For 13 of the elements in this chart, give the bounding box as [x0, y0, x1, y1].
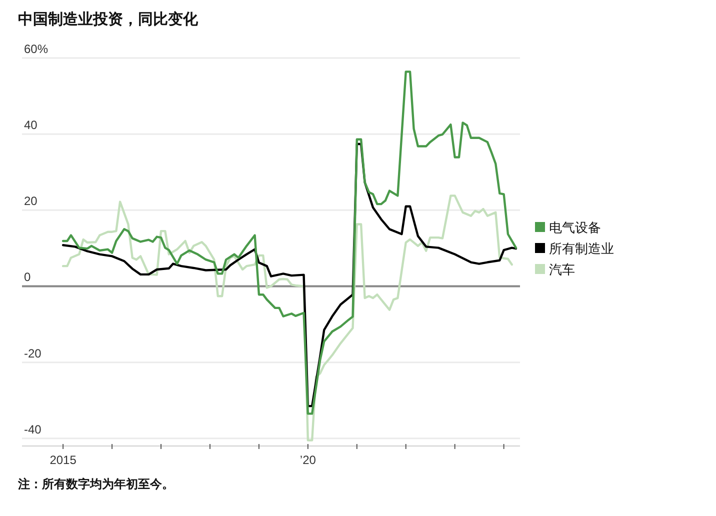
- y-tick-label: 40: [24, 118, 38, 132]
- y-tick-label: 20: [24, 194, 38, 208]
- legend-label: 电气设备: [549, 220, 601, 235]
- text: 注：所有数字均为年初至今。: [17, 477, 174, 491]
- y-tick-label: -20: [24, 346, 42, 360]
- chart-title: 中国制造业投资，同比变化: [18, 10, 199, 28]
- y-tick-label: -40: [24, 422, 42, 436]
- legend-label: 汽车: [549, 262, 575, 277]
- x-tick-label: 2015: [50, 453, 77, 467]
- legend-label: 所有制造业: [549, 241, 614, 256]
- y-tick-label: 0: [24, 270, 31, 284]
- x-tick-label: ’20: [300, 453, 316, 467]
- y-tick-label: 60%: [24, 42, 48, 56]
